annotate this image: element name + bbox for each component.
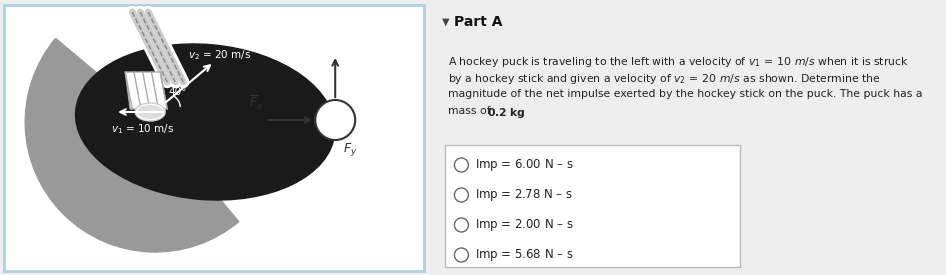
Text: $\mathrm{Imp}$ = 6.00 N – s: $\mathrm{Imp}$ = 6.00 N – s	[476, 157, 574, 173]
Ellipse shape	[137, 105, 164, 119]
Text: ▼: ▼	[443, 17, 450, 27]
Text: mass of: mass of	[448, 106, 495, 116]
Text: $v_1$ = 10 m/s: $v_1$ = 10 m/s	[112, 122, 175, 136]
Ellipse shape	[76, 44, 335, 200]
Circle shape	[454, 158, 468, 172]
Text: magnitude of the net impulse exerted by the hockey stick on the puck. The puck h: magnitude of the net impulse exerted by …	[448, 89, 923, 99]
FancyBboxPatch shape	[4, 5, 424, 271]
Circle shape	[454, 218, 468, 232]
Circle shape	[454, 188, 468, 202]
Text: $v_2$ = 20 m/s: $v_2$ = 20 m/s	[188, 48, 252, 62]
Text: A hockey puck is traveling to the left with a velocity of $v_1\,{=}\,10\ \mathit: A hockey puck is traveling to the left w…	[448, 55, 909, 69]
Circle shape	[315, 100, 355, 140]
Circle shape	[454, 248, 468, 262]
Text: $\mathrm{Imp}$ = 2.00 N – s: $\mathrm{Imp}$ = 2.00 N – s	[476, 217, 574, 233]
Text: $\mathrm{Imp}$ = 5.68 N – s: $\mathrm{Imp}$ = 5.68 N – s	[476, 247, 574, 263]
FancyBboxPatch shape	[446, 145, 740, 267]
Text: $F_y$: $F_y$	[343, 142, 358, 158]
Text: $\overline{F}_x$: $\overline{F}_x$	[249, 94, 263, 112]
Polygon shape	[125, 72, 167, 109]
Text: by a hockey stick and given a velocity of $v_2\,{=}\,20\ \mathit{m/s}$ as shown.: by a hockey stick and given a velocity o…	[448, 72, 881, 86]
Text: 40°: 40°	[168, 87, 186, 97]
Text: $\mathbf{0.2\ kg}$: $\mathbf{0.2\ kg}$	[487, 106, 526, 120]
Text: $\mathrm{Imp}$ = 2.78 N – s: $\mathrm{Imp}$ = 2.78 N – s	[476, 187, 573, 203]
Ellipse shape	[135, 103, 166, 121]
Text: Part A: Part A	[454, 15, 503, 29]
Wedge shape	[26, 39, 238, 252]
